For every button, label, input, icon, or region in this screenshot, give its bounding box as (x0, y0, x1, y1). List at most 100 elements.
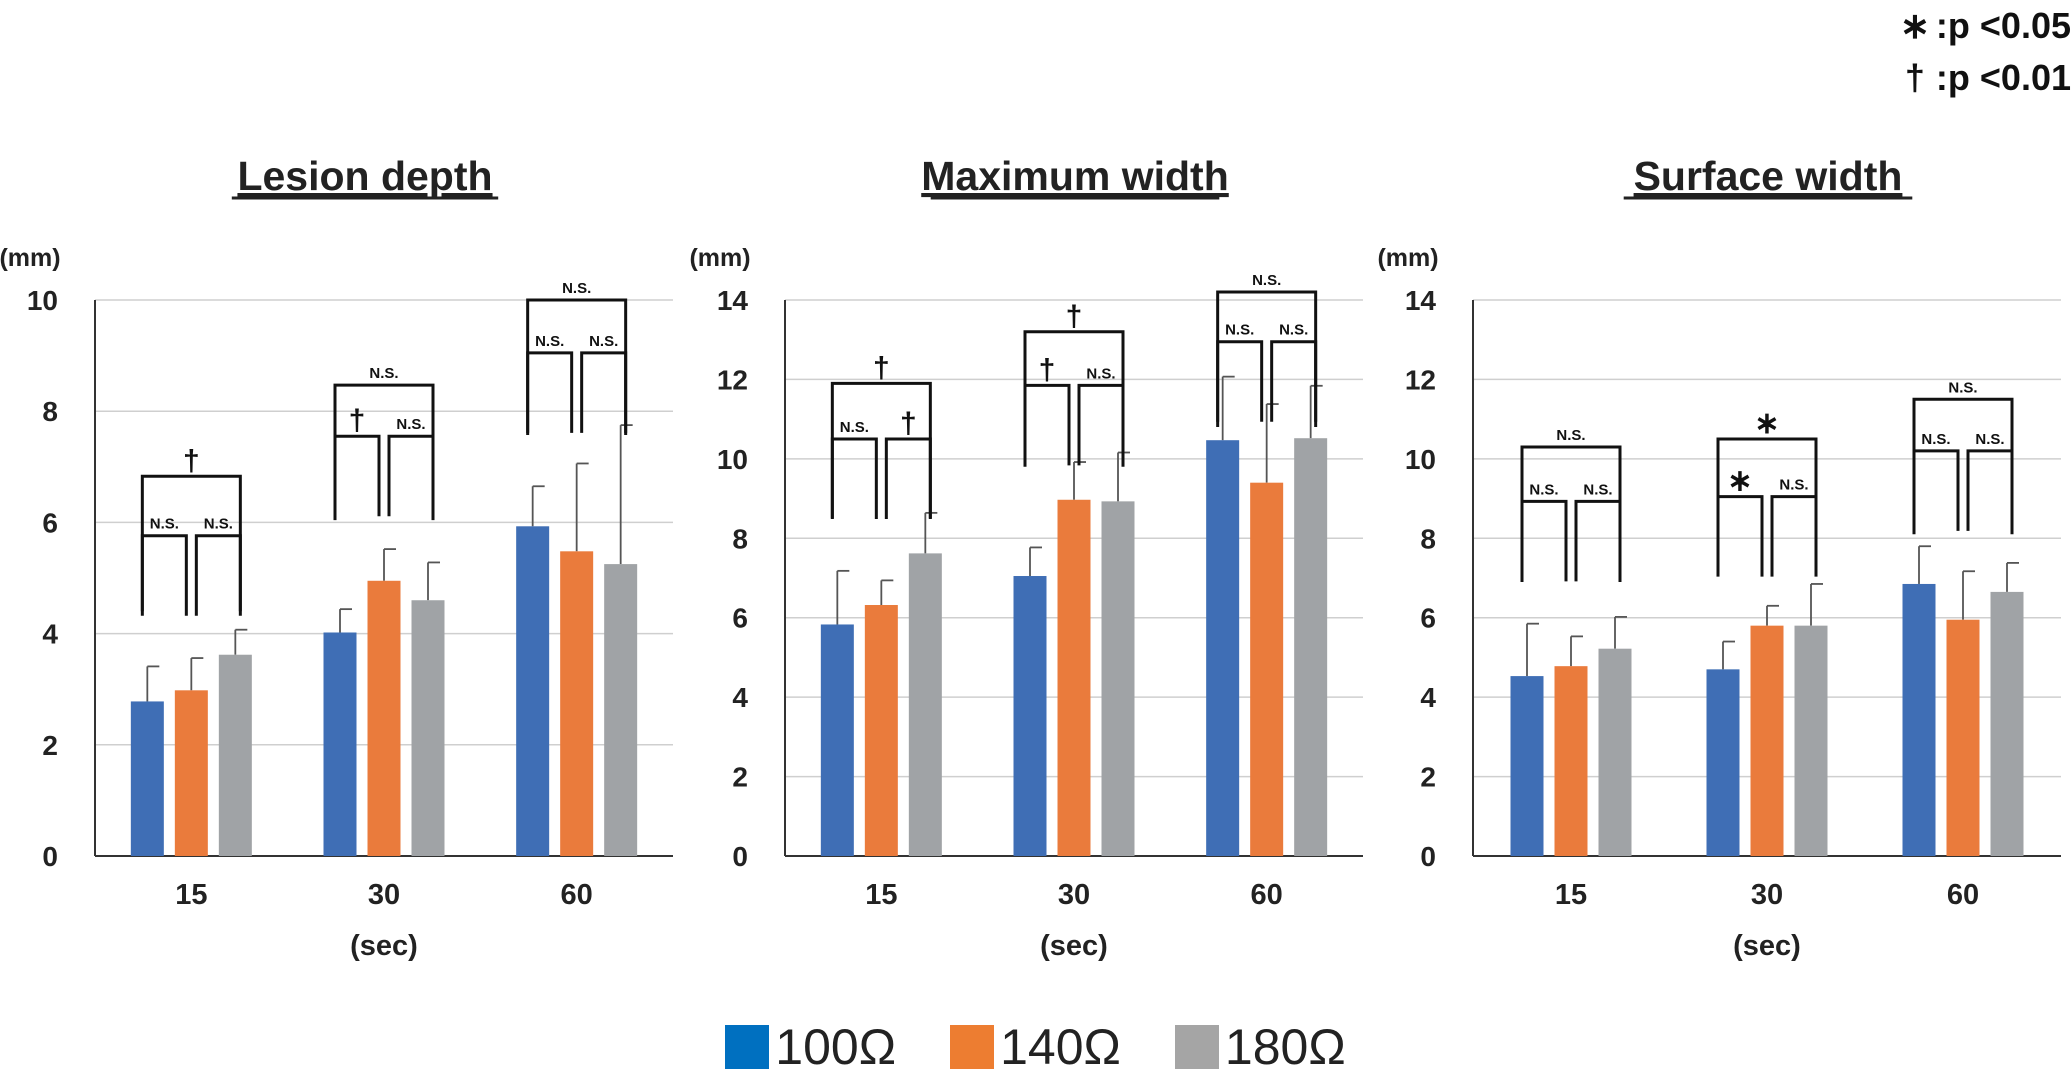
legend-label-140: 140Ω (1000, 1019, 1121, 1075)
chart-panel: Surface width (mm) 0 2 4 6 8 10 12 14 15 30 60 (sec) N… (1377, 153, 2061, 962)
significance-label: N.S. (1529, 481, 1558, 498)
significance-bracket (526, 351, 574, 433)
significance-label: N.S. (1975, 431, 2004, 448)
chart-panel: Lesion depth (mm) 0 2 4 6 8 10 15 30 60 (sec) † N.S. N… (0, 153, 673, 962)
significance-label: ∗ (1754, 407, 1779, 440)
legend-label-180: 180Ω (1224, 1019, 1346, 1075)
significance-label: ∗ (1727, 465, 1752, 498)
legend-swatch-100 (725, 1025, 770, 1069)
bar (1057, 499, 1091, 856)
significance-bracket (1912, 397, 2014, 535)
legend-item-140: 140Ω (950, 1018, 1121, 1076)
dagger-icon: † (1904, 57, 1925, 98)
y-tick-label: 4 (1420, 682, 1436, 713)
bar (130, 701, 164, 856)
bar (864, 605, 898, 856)
significance-label: N.S. (1779, 477, 1808, 494)
asterisk-icon: ∗ (1899, 5, 1930, 46)
x-tick-label: 60 (561, 879, 593, 911)
legend-item-100: 100Ω (725, 1018, 896, 1076)
y-tick-label: 4 (732, 682, 748, 713)
bar (1013, 576, 1047, 856)
legend-swatch-140 (950, 1025, 995, 1069)
significance-label: † (1066, 300, 1083, 333)
y-tick-label: 14 (1405, 285, 1437, 316)
significance-bracket (1912, 449, 1960, 531)
significance-legend: ∗:p <0.05 †:p <0.01 (1811, 0, 2071, 104)
y-tick-label: 0 (42, 841, 58, 872)
x-tick-label: 30 (368, 879, 400, 911)
y-tick-label: 6 (1420, 603, 1436, 634)
significance-bracket (1077, 383, 1125, 466)
bar (174, 690, 208, 856)
bar (1706, 669, 1740, 856)
y-tick-label: 10 (27, 285, 58, 316)
bar (323, 632, 357, 856)
y-axis-unit-label: (mm) (1377, 244, 1438, 272)
bar (1794, 625, 1828, 856)
significance-bracket (1270, 340, 1318, 422)
significance-label: N.S. (204, 516, 233, 533)
y-tick-label: 2 (42, 730, 58, 761)
y-tick-label: 2 (1420, 762, 1436, 793)
significance-legend-text: :p <0.05 (1935, 5, 2071, 46)
bar (411, 600, 445, 856)
significance-label: N.S. (369, 365, 398, 382)
y-tick-label: 10 (717, 444, 748, 475)
y-tick-label: 0 (732, 841, 748, 872)
significance-label: N.S. (589, 333, 618, 350)
significance-bracket (1216, 340, 1264, 422)
y-axis-unit-label: (mm) (0, 244, 61, 272)
x-tick-label: 30 (1751, 879, 1783, 911)
significance-label: N.S. (1225, 322, 1254, 339)
significance-label: N.S. (562, 280, 591, 297)
significance-label: † (900, 407, 917, 440)
y-tick-label: 12 (1405, 364, 1436, 395)
x-axis-label: (sec) (1040, 930, 1108, 962)
x-axis-label: (sec) (1733, 930, 1801, 962)
series-legend: 100Ω 140Ω 180Ω (0, 1018, 2071, 1075)
significance-bracket (1966, 449, 2014, 531)
bar (1990, 591, 2024, 856)
significance-label: N.S. (1921, 431, 1950, 448)
bar (1554, 666, 1588, 856)
x-tick-label: 60 (1947, 879, 1979, 911)
significance-bracket (387, 434, 435, 517)
bar (218, 654, 252, 856)
bar (1294, 438, 1328, 856)
bar (908, 553, 942, 856)
y-tick-label: 8 (732, 523, 748, 554)
significance-label: N.S. (1948, 379, 1977, 396)
significance-label: N.S. (1086, 365, 1115, 382)
bar (1250, 482, 1284, 856)
x-tick-label: 15 (865, 879, 897, 911)
significance-label: † (183, 444, 200, 477)
significance-legend-text: :p <0.01 (1935, 57, 2071, 98)
significance-label: † (349, 404, 366, 437)
bar (1902, 583, 1936, 856)
significance-bracket (333, 434, 381, 517)
bar (1750, 625, 1784, 856)
significance-label: N.S. (1583, 481, 1612, 498)
y-tick-label: 2 (732, 762, 748, 793)
bar (367, 580, 401, 856)
significance-label: † (1039, 353, 1056, 386)
bar (1598, 648, 1632, 856)
y-tick-label: 14 (717, 285, 749, 316)
bar (516, 526, 550, 856)
chart-panel: Maximum width (mm) 0 2 4 6 8 10 12 14 15 30 60 (sec) †… (689, 153, 1363, 962)
x-tick-label: 30 (1058, 879, 1090, 911)
significance-bracket (140, 534, 188, 616)
significance-legend-row: ∗:p <0.05 (1811, 0, 2071, 52)
y-tick-label: 12 (717, 364, 748, 395)
x-tick-label: 15 (1555, 879, 1587, 911)
significance-bracket (1716, 495, 1764, 577)
significance-label: N.S. (396, 416, 425, 433)
significance-label: † (873, 351, 890, 384)
chart-title: Maximum width (921, 153, 1229, 199)
bar (820, 624, 854, 856)
bar (604, 564, 638, 856)
significance-bracket (1520, 445, 1622, 582)
y-tick-label: 8 (42, 396, 58, 427)
